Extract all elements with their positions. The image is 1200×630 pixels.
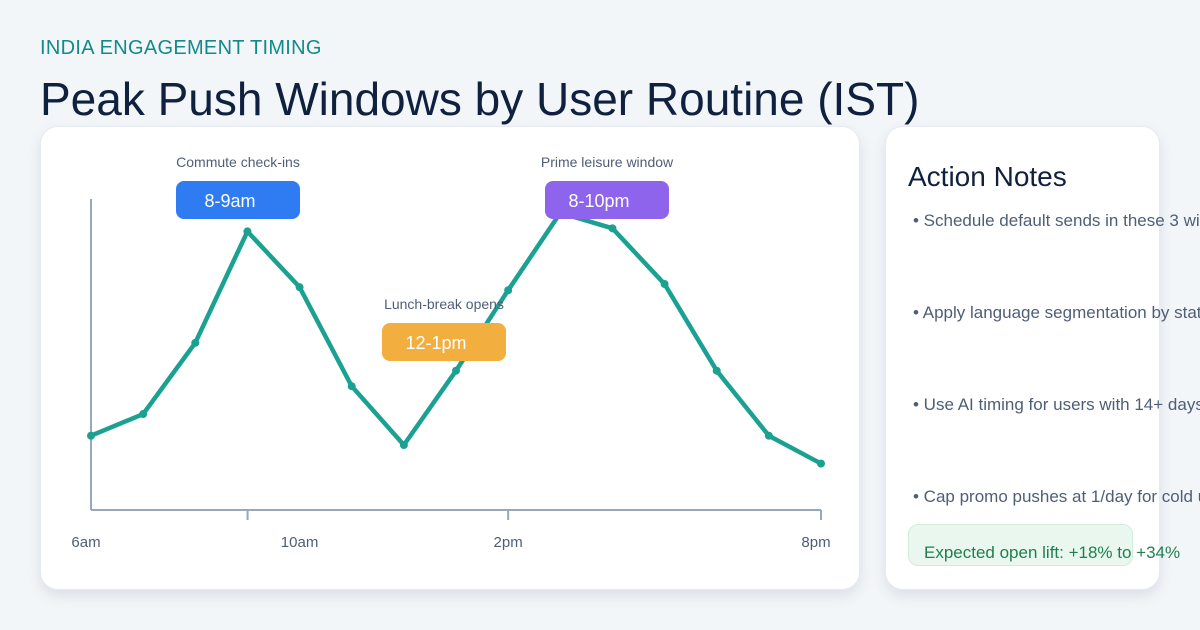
engagement-line-chart: 6am 10am 2pm 8pm Commute check-ins 8-9am Lunch… [71, 154, 830, 551]
note-item: • Apply language segmentation by state [913, 303, 1200, 322]
annotation-badge-label: 8-10pm [568, 191, 629, 211]
data-point [660, 280, 669, 289]
note-item: • Schedule default sends in these 3 wind… [913, 211, 1200, 230]
notes-title: Action Notes [908, 161, 1067, 192]
note-item: • Cap promo pushes at 1/day for cold use… [913, 487, 1200, 506]
data-point [87, 431, 95, 440]
x-tick-label: 2pm [494, 534, 523, 551]
annotation-caption: Prime leisure window [541, 154, 674, 170]
action-notes-card [885, 126, 1160, 590]
x-tick-label: 8pm [801, 534, 830, 551]
annotation-caption: Lunch-break opens [384, 296, 504, 312]
annotation-caption: Commute check-ins [176, 154, 300, 170]
data-point [191, 338, 200, 347]
data-point [295, 283, 304, 292]
action-notes-content: Action Notes • Schedule default sends in… [885, 126, 1200, 590]
data-point [452, 366, 460, 375]
lift-callout [908, 524, 1133, 566]
data-point [712, 366, 721, 375]
x-tick-label: 10am [281, 534, 319, 551]
data-point [347, 382, 356, 391]
annotation-badge [176, 181, 300, 219]
annotation-badge-label: 8-9am [204, 191, 255, 211]
x-tick-label: 6am [71, 534, 100, 551]
data-point [764, 431, 773, 440]
annotation-badge [545, 181, 669, 219]
data-point [608, 224, 617, 233]
eyebrow-label: INDIA ENGAGEMENT TIMING [40, 37, 322, 59]
data-point [139, 410, 148, 419]
data-point [504, 286, 513, 295]
note-item: • Use AI timing for users with 14+ days … [913, 395, 1200, 414]
data-point [243, 227, 252, 236]
lift-text: Expected open lift: +18% to +34% [924, 543, 1181, 562]
page-title: Peak Push Windows by User Routine (IST) [40, 73, 920, 125]
chart-card: 6am 10am 2pm 8pm Commute check-ins 8-9am Lunch… [40, 126, 860, 590]
data-point [399, 441, 408, 449]
data-point [817, 459, 825, 468]
annotation-badge [382, 323, 506, 361]
annotation-badge-label: 12-1pm [405, 333, 466, 353]
